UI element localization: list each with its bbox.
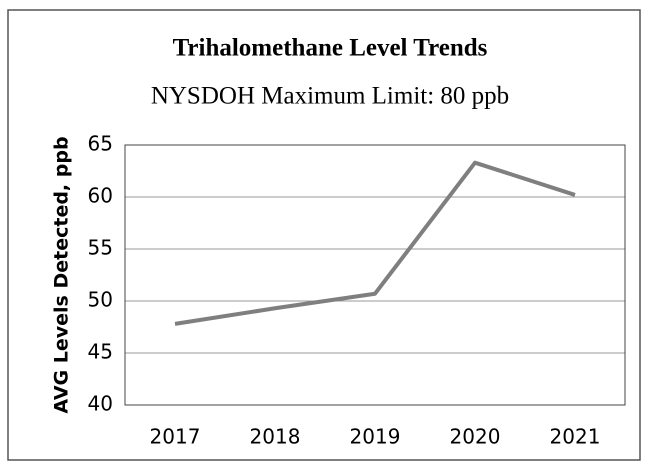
chart-frame — [7, 9, 641, 461]
y-tick-label: 40 — [88, 392, 113, 416]
y-tick-label: 65 — [88, 132, 113, 156]
x-tick-label: 2019 — [350, 425, 401, 449]
y-tick-label: 55 — [88, 236, 113, 260]
plot-frame — [124, 144, 626, 406]
y-tick-label: 60 — [88, 184, 113, 208]
x-tick-label: 2020 — [450, 425, 501, 449]
x-tick-label: 2021 — [550, 425, 601, 449]
chart-title: Trihalomethane Level Trends — [173, 35, 488, 62]
y-tick-label: 45 — [88, 340, 113, 364]
chart-subtitle: NYSDOH Maximum Limit: 80 ppb — [151, 83, 509, 110]
x-tick-label: 2017 — [150, 425, 201, 449]
y-axis-label: AVG Levels Detected, ppb — [51, 136, 73, 413]
data-line — [174, 160, 576, 326]
x-tick-label: 2018 — [250, 425, 301, 449]
y-tick-label: 50 — [88, 288, 113, 312]
